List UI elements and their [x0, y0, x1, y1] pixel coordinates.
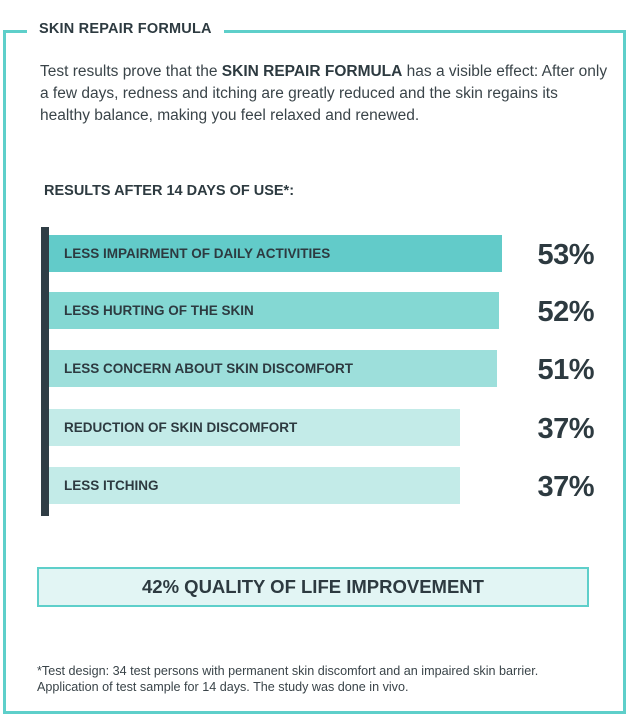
intro-before: Test results prove that the	[40, 63, 222, 80]
summary-box: 42% QUALITY OF LIFE IMPROVEMENT	[37, 567, 589, 607]
chart-axis	[41, 227, 49, 516]
bar-value-label: 51%	[537, 354, 594, 386]
bar-value-label: 37%	[537, 413, 594, 445]
intro-text: Test results prove that the SKIN REPAIR …	[40, 61, 610, 127]
bar-value-label: 52%	[537, 296, 594, 328]
bar: LESS IMPAIRMENT OF DAILY ACTIVITIES	[49, 235, 502, 272]
footnote: *Test design: 34 test persons with perma…	[37, 663, 617, 695]
bar-value-label: 53%	[537, 239, 594, 271]
chart-title: RESULTS AFTER 14 DAYS OF USE*:	[44, 183, 295, 199]
bar-label: LESS ITCHING	[64, 478, 159, 493]
card-title: SKIN REPAIR FORMULA	[27, 21, 224, 37]
intro-bold: SKIN REPAIR FORMULA	[221, 63, 403, 80]
bar: REDUCTION OF SKIN DISCOMFORT	[49, 409, 460, 446]
bar-label: REDUCTION OF SKIN DISCOMFORT	[64, 420, 298, 435]
bar-label: LESS HURTING OF THE SKIN	[64, 303, 254, 318]
bar-value-label: 37%	[537, 471, 594, 503]
footnote-line-2: Application of test sample for 14 days. …	[37, 680, 409, 694]
bar: LESS ITCHING	[49, 467, 460, 504]
bar: LESS HURTING OF THE SKIN	[49, 292, 500, 329]
intro-after: has a visible effect: After only a few d…	[40, 63, 608, 124]
bar-label: LESS IMPAIRMENT OF DAILY ACTIVITIES	[64, 246, 331, 261]
footnote-line-1: *Test design: 34 test persons with perma…	[37, 664, 539, 678]
bar-label: LESS CONCERN ABOUT SKIN DISCOMFORT	[64, 361, 354, 376]
card-frame	[3, 30, 626, 714]
bar: LESS CONCERN ABOUT SKIN DISCOMFORT	[49, 350, 497, 387]
